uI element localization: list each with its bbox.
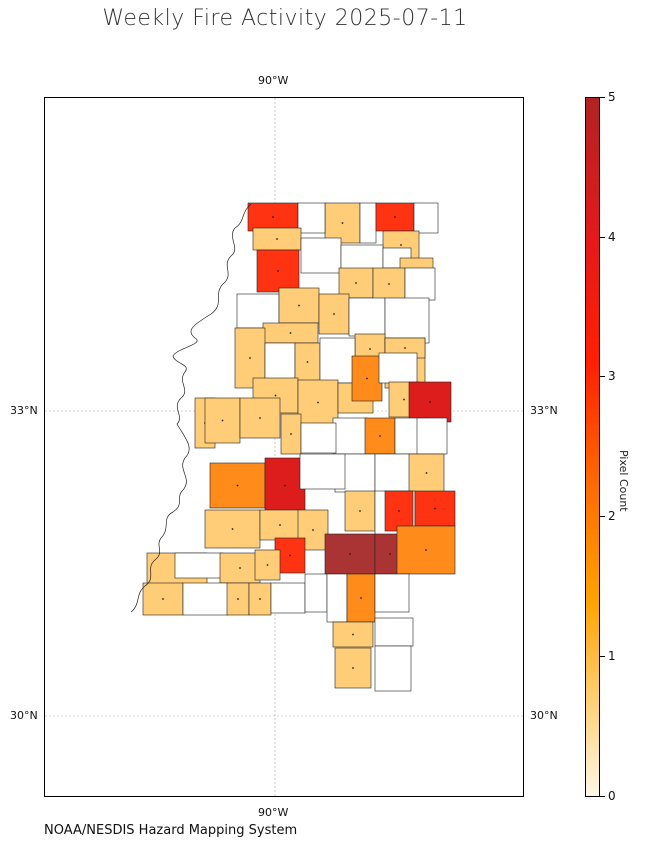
fire-detection-dot (360, 597, 362, 599)
fire-detection-dot (162, 598, 164, 600)
fire-detection-dot (400, 244, 402, 246)
county-polygon (404, 267, 436, 301)
fire-detection-dot (274, 394, 277, 397)
fire-detection-dot (379, 435, 381, 437)
county-polygon (378, 352, 418, 384)
fire-detection-dot (366, 377, 368, 380)
lat-label-left-30: 30°N (10, 709, 38, 722)
fire-detection-dot (276, 238, 278, 240)
fire-detection-dot (389, 553, 391, 555)
county-polygon (326, 573, 348, 623)
fire-detection-dot (279, 524, 281, 526)
county-polygon (359, 202, 377, 244)
county-polygon (351, 355, 383, 402)
fire-detection-dot (394, 216, 396, 218)
colorbar (585, 97, 600, 797)
colorbar-tick-3: 3 (608, 369, 616, 383)
river-border (130, 203, 252, 613)
lon-label-bottom: 90°W (258, 806, 289, 819)
colorbar-tick-mark (600, 97, 605, 98)
lat-label-right-30: 30°N (530, 709, 558, 722)
fire-detection-dot (231, 528, 234, 530)
county-polygon (270, 582, 306, 614)
county-polygon (299, 453, 346, 490)
lat-label-right-33: 33°N (530, 404, 558, 417)
county-polygon (384, 297, 430, 344)
lat-label-left-33: 33°N (10, 404, 38, 417)
county-polygon (374, 573, 410, 613)
fire-detection-dot (425, 549, 427, 551)
county-polygon (297, 202, 326, 234)
county-polygon (300, 422, 337, 454)
fire-detection-dot (306, 361, 309, 363)
county-polygon (332, 417, 368, 455)
fire-detection-dot (434, 507, 436, 510)
county-polygon (374, 645, 412, 692)
fire-detection-dot (369, 348, 371, 350)
county-map (45, 98, 523, 796)
colorbar-tick-2: 2 (608, 509, 616, 523)
fire-detection-dot (236, 484, 239, 487)
fire-detection-dot (349, 553, 351, 555)
colorbar-tick-4: 4 (608, 230, 616, 244)
fire-detection-dot (259, 598, 261, 600)
colorbar-tick-mark (600, 516, 605, 517)
map-panel (44, 97, 524, 797)
fire-detection-dot (249, 357, 251, 359)
colorbar-tick-mark (600, 796, 605, 797)
county-polygon (416, 417, 448, 455)
fire-detection-dot (388, 283, 390, 285)
fire-detection-dot (298, 304, 300, 307)
colorbar-label: Pixel Count (617, 450, 630, 512)
fire-detection-dot (333, 313, 335, 315)
county-polygon (219, 552, 261, 584)
fire-detection-dot (355, 282, 357, 284)
lon-label-top: 90°W (258, 74, 289, 87)
county-polygon (304, 573, 328, 613)
fire-detection-dot (289, 332, 292, 334)
county-polygon (374, 453, 416, 493)
county-layer (142, 202, 456, 692)
fire-detection-dot (272, 216, 274, 218)
fire-detection-dot (289, 554, 291, 557)
county-polygon (374, 617, 414, 647)
fire-detection-dot (277, 270, 279, 272)
fire-detection-dot (290, 433, 292, 435)
colorbar-tick-0: 0 (608, 789, 616, 803)
fire-detection-dot (312, 529, 314, 531)
colorbar-tick-5: 5 (608, 90, 616, 104)
county-polygon (254, 549, 281, 581)
county-polygon (319, 337, 356, 384)
fire-detection-dot (404, 347, 406, 349)
source-credit: NOAA/NESDIS Hazard Mapping System (44, 823, 298, 838)
fire-detection-dot (317, 401, 319, 404)
county-polygon (182, 582, 229, 616)
fire-detection-dot (425, 472, 428, 474)
fire-detection-dot (352, 667, 354, 669)
colorbar-tick-mark (600, 237, 605, 238)
county-polygon (413, 202, 439, 234)
fire-detection-dot (237, 598, 239, 600)
fire-detection-dot (429, 401, 431, 403)
fire-detection-dot (221, 419, 224, 422)
fire-detection-dot (359, 510, 361, 512)
county-polygon (300, 237, 342, 274)
fire-detection-dot (259, 417, 261, 419)
map-title: Weekly Fire Activity 2025-07-11 (102, 6, 468, 31)
county-polygon (348, 297, 386, 337)
fire-detection-dot (284, 484, 286, 487)
fire-detection-dot (403, 398, 405, 401)
fire-detection-dot (341, 222, 344, 224)
county-polygon (236, 293, 280, 329)
county-polygon (174, 552, 224, 579)
fire-detection-dot (239, 567, 241, 569)
colorbar-tick-1: 1 (608, 649, 616, 663)
fire-detection-dot (398, 510, 400, 512)
fire-detection-dot (352, 633, 354, 636)
fire-detection-dot (266, 564, 269, 566)
colorbar-tick-mark (600, 656, 605, 657)
county-polygon (204, 509, 261, 549)
colorbar-tick-mark (600, 376, 605, 377)
